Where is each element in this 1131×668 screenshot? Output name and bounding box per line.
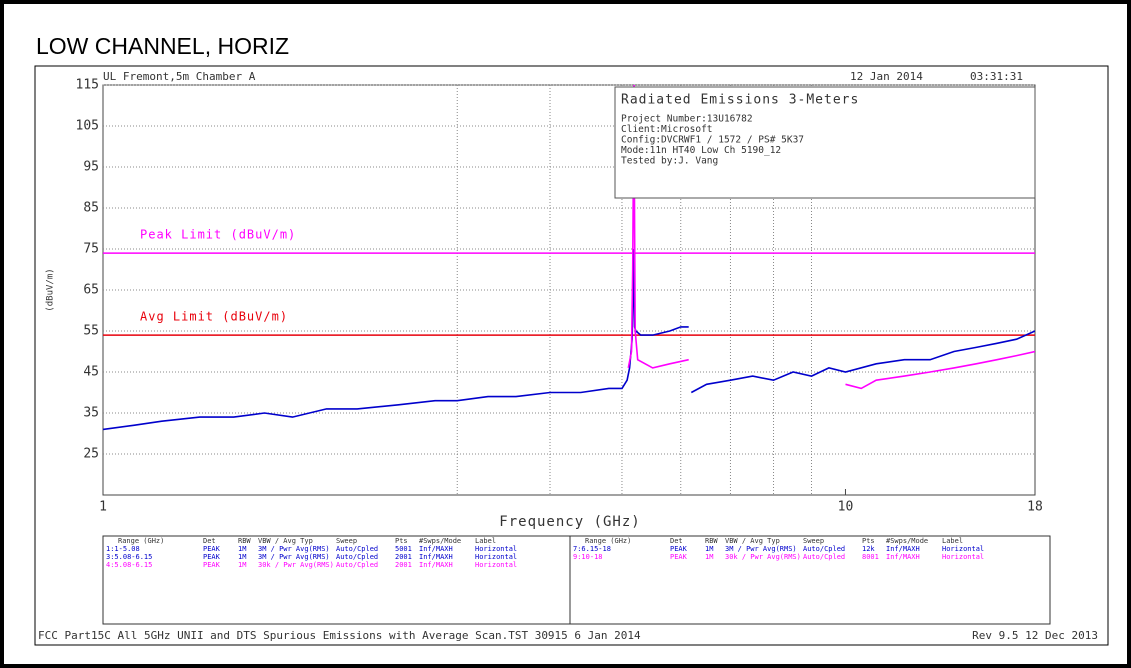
table-cell: RBW xyxy=(705,537,718,545)
y-tick-label: 85 xyxy=(83,201,99,216)
info-line: Client:Microsoft xyxy=(621,124,713,135)
table-cell: 7:6.15-18 xyxy=(573,545,611,553)
table-cell: Horizontal xyxy=(475,561,518,569)
y-tick-label: 45 xyxy=(83,365,99,380)
table-cell: #Swps/Mode xyxy=(419,537,462,545)
table-cell: 3:5.08-6.15 xyxy=(106,553,153,561)
table-cell: Horizontal xyxy=(942,553,985,561)
table-cell: 1M xyxy=(238,553,247,561)
table-cell: 9:10-18 xyxy=(573,553,603,561)
series-line xyxy=(627,84,1035,390)
table-cell: Range (GHz) xyxy=(585,537,632,545)
x-axis-label: Frequency (GHz) xyxy=(499,514,640,530)
table-cell: Label xyxy=(475,537,497,545)
limit-label: Avg Limit (dBuV/m) xyxy=(140,310,288,324)
table-cell: Label xyxy=(942,537,964,545)
table-cell: Auto/Cpled xyxy=(336,553,379,561)
table-cell: Det xyxy=(670,537,683,545)
limit-label: Peak Limit (dBuV/m) xyxy=(140,228,296,242)
table-cell: Inf/MAXH xyxy=(419,561,453,569)
table-cell: PEAK xyxy=(670,553,687,561)
table-cell: RBW xyxy=(238,537,251,545)
y-tick-label: 115 xyxy=(76,78,99,93)
x-tick-label: 10 xyxy=(838,500,854,515)
table-cell: 1M xyxy=(705,553,714,561)
table-cell: 5001 xyxy=(395,545,412,553)
table-cell: Pts xyxy=(395,537,408,545)
table-cell: 30k / Pwr Avg(RMS) xyxy=(258,561,334,569)
info-line: Tested by:J. Vang xyxy=(621,156,718,167)
table-cell: 30k / Pwr Avg(RMS) xyxy=(725,553,801,561)
table-cell: Horizontal xyxy=(942,545,985,553)
table-cell: Auto/Cpled xyxy=(803,553,846,561)
y-tick-label: 75 xyxy=(83,242,99,257)
table-cell: 1M xyxy=(705,545,714,553)
footer-right: Rev 9.5 12 Dec 2013 xyxy=(972,629,1098,642)
table-cell: Inf/MAXH xyxy=(886,553,920,561)
info-line: Config:DVCRWF1 / 1572 / PS# 5K37 xyxy=(621,135,804,146)
site: UL Fremont,5m Chamber A xyxy=(103,70,256,83)
table-cell: Pts xyxy=(862,537,875,545)
table-cell: VBW / Avg Typ xyxy=(258,537,313,545)
info-title: Radiated Emissions 3-Meters xyxy=(621,93,859,108)
table-cell: Sweep xyxy=(803,537,825,545)
x-tick-label: 1 xyxy=(99,500,107,515)
table-cell: Inf/MAXH xyxy=(419,545,453,553)
table-cell: 1M xyxy=(238,561,247,569)
series-line xyxy=(103,248,1035,431)
table-cell: 2001 xyxy=(395,561,412,569)
y-tick-label: 25 xyxy=(83,447,99,462)
info-line: Mode:11n HT40 Low Ch 5190_12 xyxy=(621,145,781,156)
table-cell: PEAK xyxy=(670,545,687,553)
table-cell: 4:5.08-6.15 xyxy=(106,561,153,569)
table-cell: PEAK xyxy=(203,561,220,569)
table-cell: 3M / Pwr Avg(RMS) xyxy=(725,545,797,553)
table-cell: Inf/MAXH xyxy=(419,553,453,561)
footer-left: FCC Part15C All 5GHz UNII and DTS Spurio… xyxy=(38,629,641,642)
table-cell: PEAK xyxy=(203,545,220,553)
y-tick-label: 95 xyxy=(83,160,99,175)
table-cell: Sweep xyxy=(336,537,358,545)
table-cell: Det xyxy=(203,537,216,545)
date: 12 Jan 2014 xyxy=(850,70,923,83)
inner-frame xyxy=(34,65,1109,646)
table-cell: Auto/Cpled xyxy=(336,545,379,553)
table-cell: #Swps/Mode xyxy=(886,537,929,545)
table-cell: 2001 xyxy=(395,553,412,561)
table-cell: 3M / Pwr Avg(RMS) xyxy=(258,545,330,553)
legend-box xyxy=(102,535,1051,625)
table-cell: VBW / Avg Typ xyxy=(725,537,780,545)
table-cell: 3M / Pwr Avg(RMS) xyxy=(258,553,330,561)
table-cell: Horizontal xyxy=(475,545,518,553)
table-cell: Horizontal xyxy=(475,553,518,561)
table-cell: 8001 xyxy=(862,553,879,561)
x-tick-label: 18 xyxy=(1027,500,1043,515)
table-cell: 12k xyxy=(862,545,875,553)
info-line: Project Number:13U16782 xyxy=(621,114,753,125)
table-cell: Range (GHz) xyxy=(118,537,165,545)
table-cell: Auto/Cpled xyxy=(803,545,846,553)
table-cell: Inf/MAXH xyxy=(886,545,920,553)
y-tick-label: 55 xyxy=(83,324,99,339)
table-cell: PEAK xyxy=(203,553,220,561)
y-tick-label: 65 xyxy=(83,283,99,298)
table-cell: 1M xyxy=(238,545,247,553)
table-cell: Auto/Cpled xyxy=(336,561,379,569)
y-tick-label: 35 xyxy=(83,406,99,421)
y-tick-label: 105 xyxy=(76,119,99,134)
chart-title: LOW CHANNEL, HORIZ xyxy=(36,33,289,59)
info-box xyxy=(614,86,1036,199)
table-cell: 1:1-5.08 xyxy=(106,545,140,553)
time: 03:31:31 xyxy=(970,70,1023,83)
y-axis-label: (dBuV/m) xyxy=(46,268,56,311)
